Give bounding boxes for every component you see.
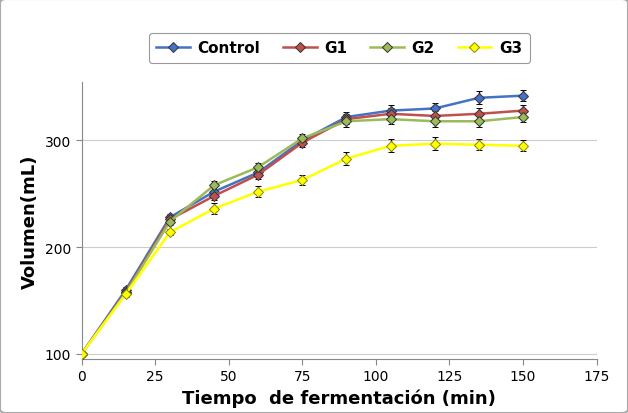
- Legend: Control, G1, G2, G3: Control, G1, G2, G3: [149, 34, 529, 64]
- Y-axis label: Volumen(mL): Volumen(mL): [21, 154, 40, 288]
- X-axis label: Tiempo  de fermentación (min): Tiempo de fermentación (min): [182, 389, 496, 407]
